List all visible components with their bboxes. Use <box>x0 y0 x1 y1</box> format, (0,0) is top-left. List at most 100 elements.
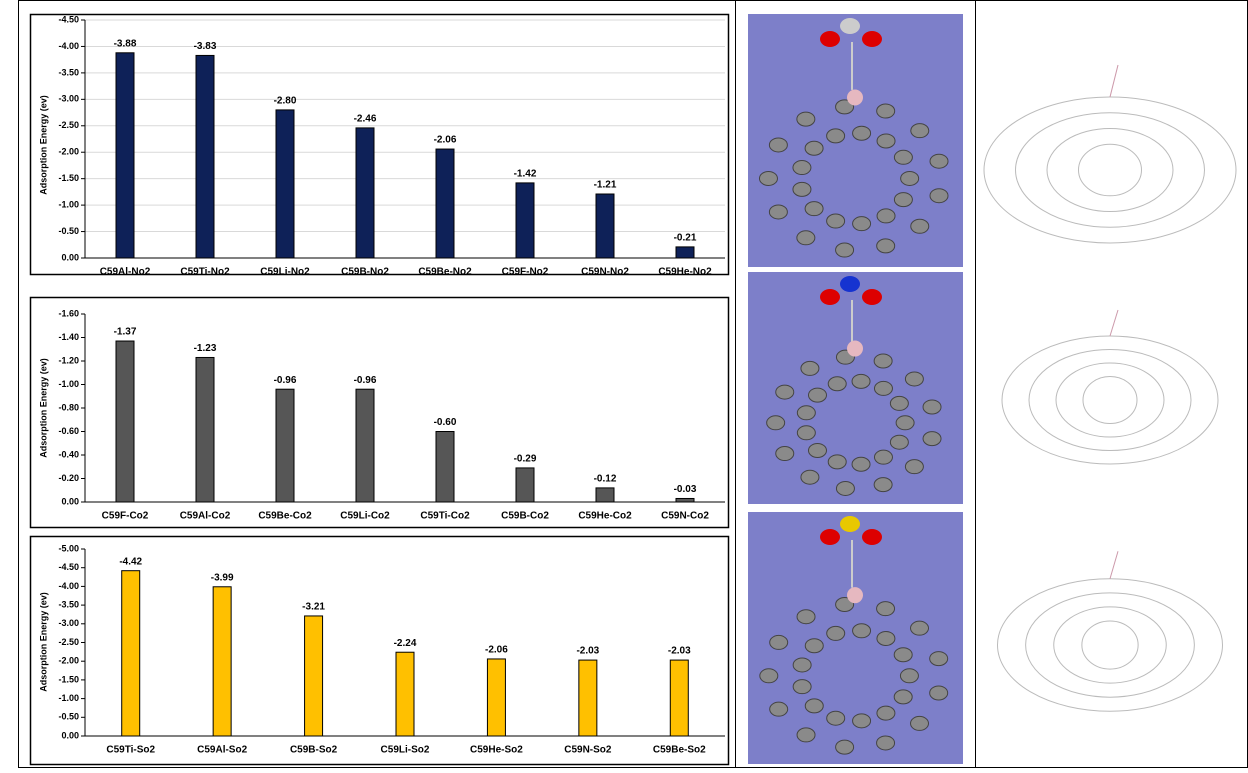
atom <box>797 406 815 420</box>
atom <box>862 529 882 545</box>
dopant-atom <box>847 341 863 357</box>
atom <box>901 171 919 185</box>
y-tick-label: 0.00 <box>61 496 79 506</box>
x-tick-label: C59Ti-So2 <box>106 745 155 756</box>
data-label: -0.96 <box>274 375 297 386</box>
bar <box>213 587 231 736</box>
data-label: -4.42 <box>119 556 142 567</box>
atom <box>923 400 941 414</box>
atom <box>776 385 794 399</box>
x-tick-label: C59B-No2 <box>341 267 389 278</box>
cage-outline <box>1029 350 1191 451</box>
y-tick-label: -4.50 <box>58 562 79 572</box>
y-tick-label: -2.50 <box>58 120 79 130</box>
x-tick-label: C59N-So2 <box>564 745 612 756</box>
data-label: -0.21 <box>674 233 697 244</box>
atom <box>896 416 914 430</box>
data-label: -3.21 <box>302 602 325 613</box>
atom <box>911 124 929 138</box>
atom <box>793 182 811 196</box>
atom <box>853 624 871 638</box>
atom <box>877 209 895 223</box>
atom <box>805 141 823 155</box>
cage-bond <box>1110 65 1118 97</box>
atom <box>852 457 870 471</box>
atom <box>827 129 845 143</box>
x-tick-label: C59B-Co2 <box>501 511 549 522</box>
y-tick-label: -0.60 <box>58 426 79 436</box>
atom <box>793 658 811 672</box>
atom <box>930 189 948 203</box>
atom <box>874 450 892 464</box>
data-label: -2.80 <box>274 96 297 107</box>
data-label: -2.24 <box>394 638 417 649</box>
atom <box>805 202 823 216</box>
atom <box>820 529 840 545</box>
data-label: -1.42 <box>514 169 537 180</box>
atom <box>769 138 787 152</box>
atom <box>793 161 811 175</box>
atom <box>874 354 892 368</box>
cage-outline <box>998 579 1223 712</box>
bar <box>116 341 134 502</box>
x-tick-label: C59Al-No2 <box>100 267 151 278</box>
atom <box>828 377 846 391</box>
atom <box>930 652 948 666</box>
atom <box>862 31 882 47</box>
atom <box>840 516 860 532</box>
atom <box>797 112 815 126</box>
atom <box>769 205 787 219</box>
bar <box>396 652 414 736</box>
y-tick-label: -5.00 <box>58 543 79 553</box>
atom <box>836 481 854 495</box>
data-label: -2.46 <box>354 114 377 125</box>
cage-outline <box>1047 129 1173 212</box>
data-label: -1.21 <box>594 180 617 191</box>
data-label: -0.12 <box>594 474 617 485</box>
atom <box>801 470 819 484</box>
y-tick-label: -3.00 <box>58 618 79 628</box>
x-tick-label: C59F-Co2 <box>102 511 149 522</box>
atom <box>770 702 788 716</box>
data-label: -3.83 <box>194 41 217 52</box>
bar <box>356 128 374 258</box>
bar <box>596 194 614 258</box>
bar <box>579 660 597 736</box>
x-tick-label: C59He-No2 <box>658 267 712 278</box>
x-tick-label: C59N-No2 <box>581 267 629 278</box>
bar <box>676 498 694 502</box>
dopant-atom <box>847 89 863 105</box>
atom <box>911 716 929 730</box>
molecule-images <box>748 14 963 764</box>
bar <box>670 660 688 736</box>
atom <box>877 706 895 720</box>
atom <box>877 736 895 750</box>
y-tick-label: -2.00 <box>58 656 79 666</box>
data-label: -1.37 <box>114 327 137 338</box>
atom <box>797 610 815 624</box>
atom <box>840 276 860 292</box>
data-label: -3.99 <box>211 572 234 583</box>
y-tick-label: -0.40 <box>58 449 79 459</box>
atom <box>894 150 912 164</box>
atom <box>767 416 785 430</box>
atom <box>877 631 895 645</box>
data-label: -1.23 <box>194 343 217 354</box>
data-label: -0.96 <box>354 375 377 386</box>
y-tick-label: -2.00 <box>58 147 79 157</box>
y-tick-label: -3.50 <box>58 67 79 77</box>
x-tick-label: C59Be-Co2 <box>258 511 312 522</box>
y-tick-label: -4.50 <box>58 14 79 24</box>
atom <box>840 18 860 34</box>
atom <box>797 231 815 245</box>
atom <box>827 626 845 640</box>
data-label: -0.60 <box>434 417 457 428</box>
atom <box>900 669 918 683</box>
atom <box>805 699 823 713</box>
y-tick-label: -4.00 <box>58 581 79 591</box>
figure: 0.00-0.50-1.00-1.50-2.00-2.50-3.00-3.50-… <box>0 0 1248 768</box>
atom <box>853 714 871 728</box>
atom <box>877 134 895 148</box>
atom <box>770 635 788 649</box>
bar <box>196 357 214 502</box>
